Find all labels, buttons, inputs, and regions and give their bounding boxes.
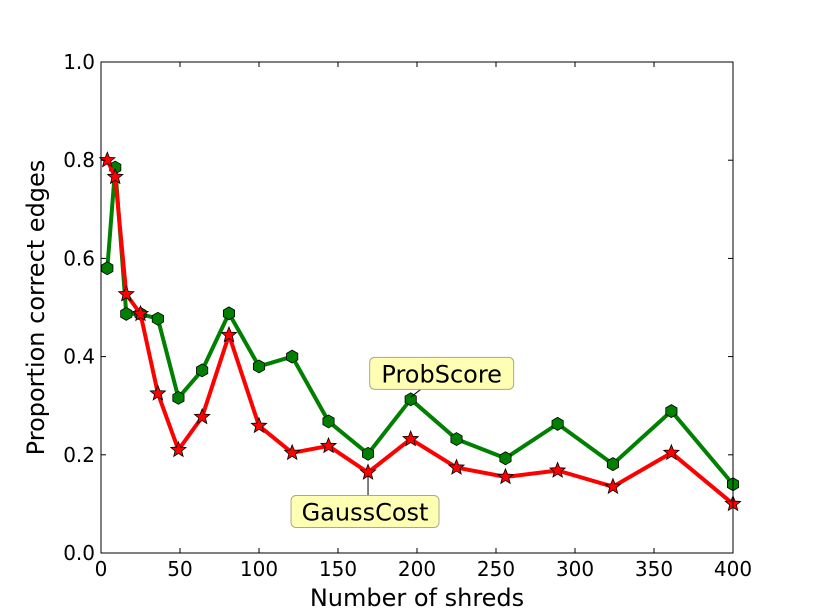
annotation-probscore: ProbScore <box>369 356 515 398</box>
data-point <box>499 451 512 466</box>
data-point <box>450 432 463 447</box>
data-point <box>286 349 299 364</box>
data-point <box>250 416 268 434</box>
series-gausscost <box>98 151 742 512</box>
data-point <box>106 167 124 185</box>
series-layer <box>98 151 742 512</box>
data-point <box>252 359 266 374</box>
data-point <box>196 363 209 378</box>
data-point <box>662 443 681 461</box>
tick-layer: 0 50 100 150 200 250 300 350 400 0.0 0.2 0.4 0.6 0.8 1… <box>63 50 752 581</box>
data-point <box>193 407 211 425</box>
data-point <box>222 306 236 321</box>
data-point <box>447 458 466 475</box>
annotation-label: GaussCost <box>302 498 429 526</box>
annotation-gausscost: GaussCost <box>290 476 440 528</box>
y-tick-label: 0.2 <box>63 443 95 467</box>
data-point <box>169 440 188 458</box>
data-point <box>404 392 417 407</box>
y-tick-label: 0.4 <box>63 345 95 369</box>
data-point <box>98 151 116 168</box>
x-tick-label: 350 <box>635 557 673 581</box>
data-point <box>322 414 335 429</box>
data-point <box>665 404 678 419</box>
data-point <box>151 311 164 326</box>
data-point <box>606 457 619 472</box>
data-point <box>117 285 135 302</box>
data-point <box>319 436 338 454</box>
x-tick-label: 50 <box>167 557 192 581</box>
x-tick-label: 300 <box>556 557 594 581</box>
data-point <box>402 430 420 447</box>
annotation-layer: ProbScore GaussCost <box>290 356 515 528</box>
data-point <box>283 443 301 461</box>
y-tick-label: 0.0 <box>63 541 95 565</box>
x-tick-label: 150 <box>319 557 357 581</box>
data-point <box>604 477 622 495</box>
y-axis-title: Proportion correct edges <box>22 160 50 456</box>
data-point <box>172 390 185 405</box>
data-point <box>551 416 564 431</box>
x-tick-label: 250 <box>477 557 515 581</box>
data-point <box>149 384 167 401</box>
y-tick-label: 0.8 <box>63 148 95 172</box>
data-point <box>101 261 114 276</box>
data-point <box>359 463 377 480</box>
x-tick-label: 400 <box>714 557 752 581</box>
y-tick-label: 0.6 <box>63 246 95 270</box>
data-point <box>120 306 133 321</box>
annotation-box <box>290 494 440 528</box>
y-tick-label: 1.0 <box>63 50 95 74</box>
x-axis-title: Number of shreds <box>310 584 524 612</box>
x-tick-label: 100 <box>240 557 278 581</box>
data-point <box>496 467 515 485</box>
data-point <box>220 325 238 343</box>
annotation-label: ProbScore <box>381 360 502 388</box>
annotation-box <box>369 356 515 390</box>
data-point <box>131 304 150 322</box>
annotation-pointer <box>410 388 421 398</box>
x-tick-label: 0 <box>95 557 108 581</box>
data-point <box>548 461 567 478</box>
x-tick-label: 200 <box>398 557 436 581</box>
data-point <box>361 446 375 461</box>
